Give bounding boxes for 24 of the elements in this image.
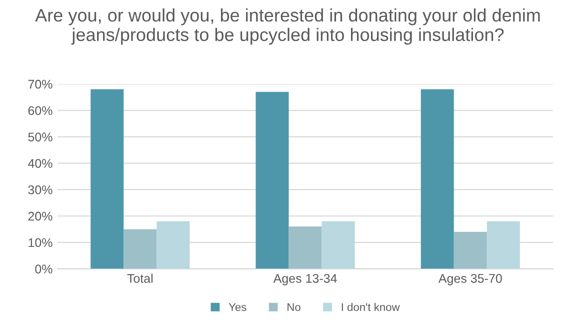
bar — [90, 89, 124, 269]
bar — [256, 92, 289, 269]
bar — [454, 232, 487, 269]
bar — [156, 221, 190, 269]
y-tick-label: 30% — [28, 185, 52, 194]
x-tick-label: Ages 35-70 — [438, 274, 502, 286]
bar — [124, 229, 157, 269]
legend-label: No — [288, 303, 300, 312]
y-tick-label: 60% — [28, 106, 52, 116]
bar — [420, 89, 454, 269]
legend-label: I don't know — [342, 302, 400, 312]
y-tick-label: 10% — [28, 238, 52, 248]
y-tick-label: 50% — [28, 132, 52, 142]
x-tick-label: Total — [127, 274, 153, 283]
y-tick-label: 40% — [28, 159, 52, 168]
chart-title: Are you, or would you, be interested in donating your old denim jeans/products to be upcycled into housing insulation? — [35, 8, 540, 45]
y-tick-label: 0% — [35, 264, 52, 274]
bar — [486, 221, 520, 269]
legend-label: Yes — [228, 303, 246, 312]
bar — [322, 221, 355, 269]
y-tick-label: 70% — [28, 80, 52, 89]
bar — [288, 226, 322, 269]
x-tick-label: Ages 13-34 — [273, 274, 337, 286]
y-tick-label: 20% — [28, 212, 52, 221]
